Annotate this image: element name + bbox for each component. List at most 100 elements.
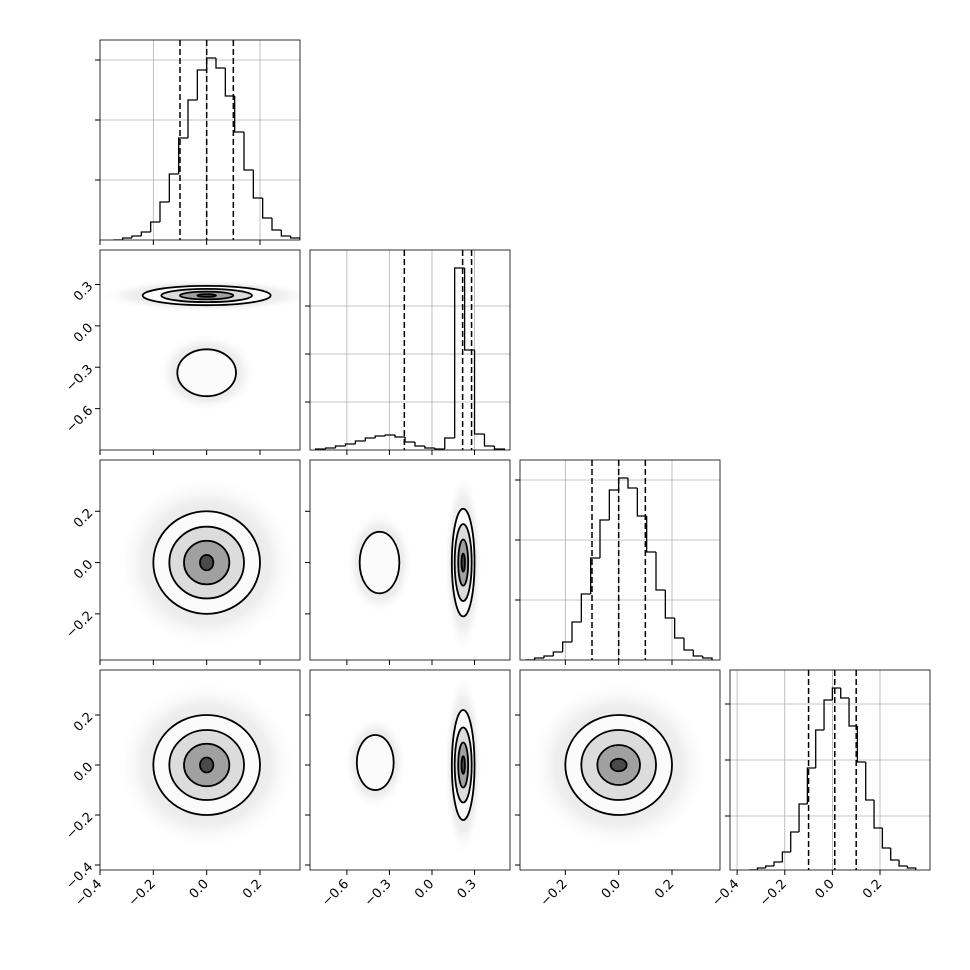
histogram-bin <box>271 218 282 231</box>
histogram-bin <box>473 350 485 435</box>
x-tick-label: 0.2 <box>240 877 265 902</box>
histogram-bin <box>463 268 475 351</box>
histogram-bin <box>806 767 816 804</box>
histogram-bin <box>290 236 300 240</box>
histogram-bin <box>756 867 766 870</box>
histogram-bin <box>831 687 841 700</box>
plot-area <box>520 460 720 660</box>
panel <box>95 39 301 245</box>
contour <box>460 552 466 573</box>
histogram-bin <box>454 267 465 438</box>
histogram-bin <box>571 621 582 642</box>
x-tick-label: −0.6 <box>319 877 352 910</box>
x-tick-label: −0.4 <box>710 877 743 910</box>
axes-frame <box>309 459 511 661</box>
histogram-bin <box>664 590 675 619</box>
histogram-bin <box>252 170 263 199</box>
y-tick-label: −0.3 <box>63 362 96 395</box>
histogram-bin <box>781 851 791 862</box>
panel: −0.6 −0.3 0.0 0.3 <box>305 669 511 910</box>
histogram-bin <box>815 729 825 768</box>
histogram-bin <box>890 848 900 861</box>
y-tick-label: 0.0 <box>71 321 96 346</box>
panel: −0.6 −0.3 0.0 0.3 <box>63 249 301 455</box>
contour <box>460 755 466 775</box>
histogram-bin <box>873 800 883 829</box>
x-tick-label: −0.2 <box>126 877 159 910</box>
histogram-bin <box>159 201 170 222</box>
histogram-bin <box>493 446 505 450</box>
contour <box>176 348 237 398</box>
histogram-bin <box>131 235 142 238</box>
histogram-bin <box>196 69 207 100</box>
y-tick-label: 0.0 <box>71 557 96 582</box>
histogram-bin <box>140 231 151 236</box>
histogram-bin <box>636 488 647 517</box>
plot-area <box>116 680 298 850</box>
y-tick-label: −0.6 <box>63 403 96 436</box>
contour <box>199 553 215 572</box>
plot-area <box>730 670 930 870</box>
axes-frame <box>519 459 721 661</box>
histogram-bin <box>898 860 908 867</box>
panel <box>305 459 511 665</box>
plot-area <box>345 471 483 655</box>
histogram-bin <box>646 516 656 553</box>
y-tick-label: −0.2 <box>63 810 96 843</box>
histogram-bin <box>765 865 775 868</box>
x-tick-label: 0.0 <box>187 877 212 902</box>
histogram-bin <box>483 434 495 447</box>
histogram-bin <box>224 68 235 97</box>
histogram-bin <box>790 831 800 852</box>
panel <box>515 459 721 665</box>
plot-area <box>100 279 300 413</box>
histogram-bin <box>262 198 272 219</box>
axes-frame <box>99 459 301 661</box>
contour <box>358 530 401 595</box>
axes-frame <box>99 249 301 451</box>
histogram-bin <box>234 96 244 133</box>
histogram-bin <box>344 443 356 446</box>
x-tick-label: 0.0 <box>812 877 837 902</box>
y-tick-label: 0.2 <box>71 506 96 531</box>
histogram-bin <box>865 762 875 801</box>
plot-area <box>310 250 510 450</box>
x-tick-label: 0.2 <box>652 877 677 902</box>
histogram-bin <box>424 446 435 449</box>
histogram-bin <box>580 593 591 622</box>
histogram-bin <box>384 434 396 436</box>
histogram-bin <box>243 132 254 171</box>
panel: −0.2 0.0 0.2 <box>63 459 301 665</box>
histogram-bin <box>394 435 406 438</box>
panel: −0.4 −0.2 0.0 0.2−0.4−0.20.00.2 <box>63 669 301 910</box>
histogram-bin <box>627 478 638 489</box>
plot-area <box>116 475 298 650</box>
histogram-bin <box>552 651 563 656</box>
contour <box>609 757 628 773</box>
histogram-bin <box>374 435 386 438</box>
contour <box>355 734 395 791</box>
histogram-bin <box>840 688 850 699</box>
histogram-bin <box>187 99 198 138</box>
panel: −0.2 0.0 0.2 <box>515 669 721 910</box>
histogram-bin <box>608 489 619 520</box>
plot-area <box>100 40 300 240</box>
y-tick-label: 0.0 <box>71 760 96 785</box>
histogram-bin <box>414 442 425 447</box>
histogram-bin <box>823 699 833 730</box>
histogram-bin <box>178 137 188 174</box>
x-tick-label: 0.2 <box>860 877 885 902</box>
panel: −0.4 −0.2 0.0 0.2 <box>710 669 931 910</box>
contour <box>199 756 215 774</box>
axes-frame <box>309 249 511 451</box>
x-tick-label: −0.3 <box>362 877 395 910</box>
histogram-bin <box>655 552 666 591</box>
y-tick-label: 0.2 <box>71 710 96 735</box>
histogram-bin <box>798 803 808 832</box>
axes-frame <box>99 669 301 871</box>
histogram-bin <box>354 440 366 444</box>
y-tick-label: −0.2 <box>63 609 96 642</box>
histogram-bin <box>122 237 132 240</box>
histogram-bin <box>168 173 179 202</box>
